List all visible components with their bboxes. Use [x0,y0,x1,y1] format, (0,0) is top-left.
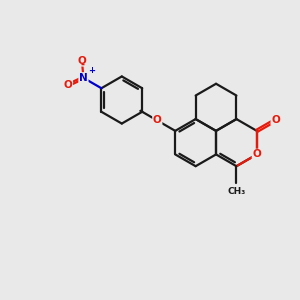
Text: O: O [78,56,86,66]
Text: O: O [153,116,162,125]
Text: -: - [80,59,85,69]
Text: O: O [271,115,280,125]
Text: N: N [79,73,88,83]
Text: +: + [88,66,95,75]
Text: O: O [253,149,261,159]
Text: O: O [64,80,72,90]
Text: CH₃: CH₃ [227,187,246,196]
